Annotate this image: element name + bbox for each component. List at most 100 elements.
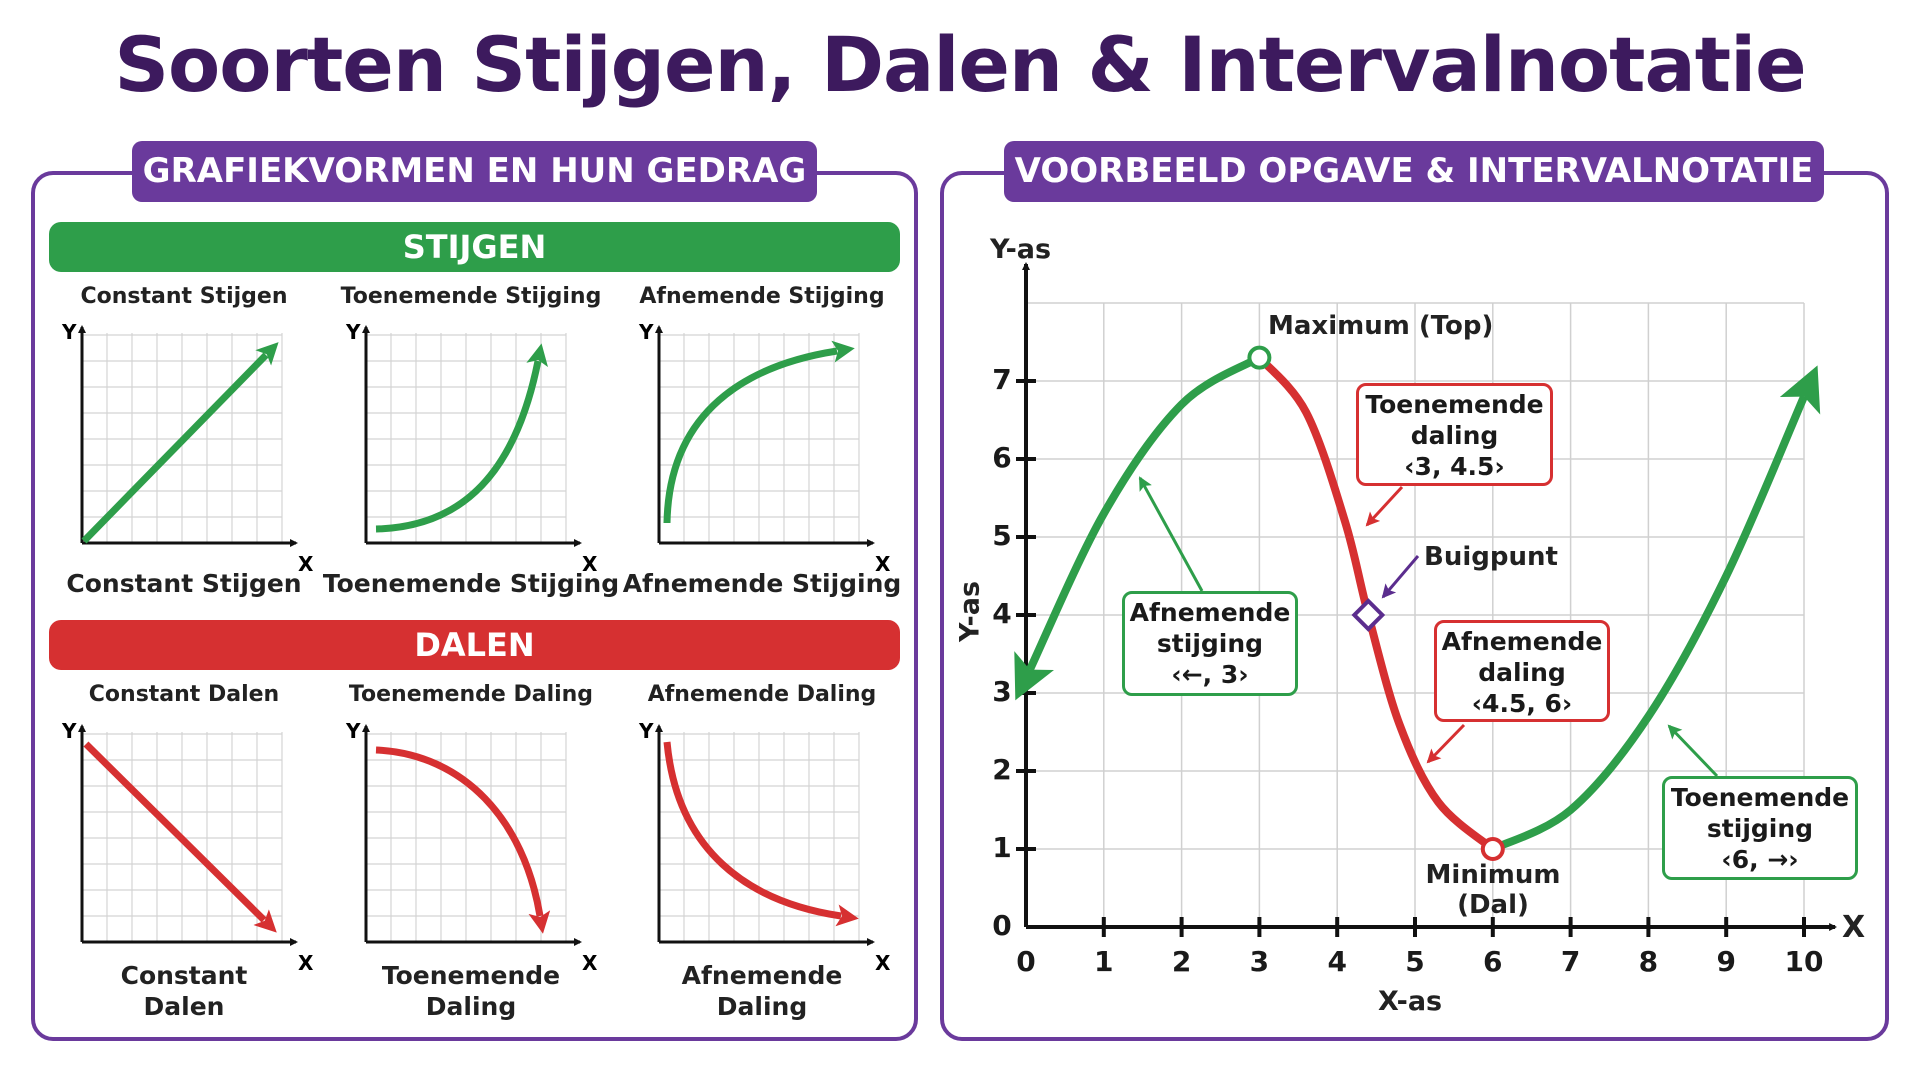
mini-chart-caption: Afnemende Daling (612, 960, 912, 1022)
caption-line: Daling (425, 992, 517, 1021)
caption-line: Dalen (143, 992, 225, 1021)
x-tick-label: 7 (1560, 945, 1581, 978)
interval-notation: ‹3, 4.5› (1404, 452, 1505, 481)
callout-pointer (1138, 476, 1204, 592)
caption-line: Toenemende Stijging (322, 569, 620, 598)
caption-line: Constant Stijgen (66, 569, 302, 598)
left-panel-header: GRAFIEKVORMEN EN HUN GEDRAG (132, 141, 817, 202)
y-tick-label: 6 (992, 441, 1012, 474)
minimum-label: Minimum (Dal) (1413, 860, 1573, 920)
mini-chart-caption: Afnemende Stijging (612, 568, 912, 599)
y-tick-label: 4 (992, 597, 1012, 630)
mini-chart-linear-down: YX (61, 719, 314, 975)
trend-arrow (663, 340, 855, 524)
x-tick-label: 8 (1638, 945, 1659, 978)
callout-toenemende-daling: Toenemende daling ‹3, 4.5› (1356, 383, 1553, 486)
mini-chart-caption: Constant Stijgen (34, 568, 334, 599)
minimum-label-line1: Minimum (1425, 860, 1561, 890)
x-tick-label: 1 (1094, 945, 1114, 978)
curve-increasing-left (1014, 354, 1262, 701)
y-axis-letter: Y (638, 320, 654, 344)
caption-line: Toenemende (381, 961, 561, 990)
mini-chart-title: Toenemende Daling (348, 682, 594, 707)
callout-line: Afnemende (1441, 627, 1603, 656)
callout-line: Afnemende (1129, 598, 1291, 627)
mini-chart-title: Afnemende Stijging (639, 284, 885, 309)
x-arrow-label: X (1842, 910, 1866, 945)
mini-chart-increasing-down: YX (345, 719, 598, 975)
callout-arrows (1138, 476, 1719, 778)
y-axis-letter: Y (61, 320, 77, 344)
callout-afnemende-daling: Afnemende daling ‹4.5, 6› (1434, 620, 1610, 722)
inflection-point (1351, 598, 1386, 632)
y-tick-label: 3 (992, 675, 1012, 708)
trend-arrow (663, 741, 859, 927)
callout-line: stijging (1156, 629, 1264, 658)
mini-chart-title: Afnemende Daling (647, 682, 877, 707)
rising-band: STIJGEN (49, 222, 900, 272)
interval-notation: ‹6, →› (1721, 845, 1799, 874)
interval-notation: ‹←, 3› (1171, 660, 1249, 689)
callout-line: daling (1478, 658, 1566, 687)
x-axis-letter: X (875, 552, 891, 576)
callout-line: daling (1410, 421, 1499, 450)
minimum-label-line2: (Dal) (1457, 890, 1529, 920)
x-axis-letter: X (582, 552, 598, 576)
mini-chart-title: Constant Stijgen (80, 284, 288, 309)
x-axis-label: X-as (1378, 986, 1443, 1017)
maximum-point (1247, 345, 1272, 370)
y-axis-top-label: Y-as (990, 234, 1052, 265)
maximum-label: Maximum (Top) (1268, 311, 1494, 341)
mini-chart-caption: Toenemende Stijging (321, 568, 621, 599)
key-points (1247, 345, 1505, 861)
callout-line: Toenemende (1365, 390, 1544, 419)
mini-chart-linear-up: YX (61, 320, 314, 576)
x-tick-label: 5 (1405, 945, 1425, 978)
trend-arrow (83, 741, 277, 933)
inflection-label: Buigpunt (1424, 542, 1558, 572)
mini-chart-decreasing-down: YX (638, 719, 891, 975)
page-title: Soorten Stijgen, Dalen & Intervalnotatie (114, 20, 1806, 109)
y-axis-letter: Y (61, 719, 77, 743)
y-tick-label: 1 (992, 831, 1012, 864)
callout-pointer (1381, 555, 1420, 599)
x-tick-label: 3 (1249, 945, 1270, 978)
trend-arrow (375, 343, 548, 533)
y-tick-label: 2 (992, 753, 1012, 786)
x-tick-label: 10 (1784, 945, 1824, 978)
mini-chart-caption: Constant Dalen (34, 960, 334, 1022)
x-axis-letter: X (298, 951, 314, 975)
y-tick-label: 7 (992, 363, 1012, 396)
trend-arrow (81, 342, 279, 544)
graph-axes (1016, 262, 1838, 937)
y-axis-side-label: Y-as (954, 580, 986, 643)
mini-chart-caption: Toenemende Daling (321, 960, 621, 1022)
y-tick-label: 5 (992, 519, 1012, 552)
x-tick-label: 4 (1327, 945, 1347, 978)
callout-pointer (1667, 724, 1719, 778)
callout-line: Toenemende (1670, 783, 1850, 812)
x-axis-letter: X (582, 951, 598, 975)
interval-notation: ‹4.5, 6› (1471, 689, 1573, 718)
y-axis-letter: Y (345, 320, 361, 344)
caption-line: Daling (716, 992, 808, 1021)
trend-arrow (375, 746, 551, 934)
caption-line: Constant (120, 961, 248, 990)
callout-afnemende-stijging: Afnemende stijging ‹←, 3› (1122, 591, 1298, 696)
x-axis-letter: X (875, 951, 891, 975)
y-axis-letter: Y (345, 719, 361, 743)
x-tick-label: 0 (1016, 945, 1036, 978)
callout-toenemende-stijging: Toenemende stijging ‹6, →› (1662, 776, 1858, 880)
mini-chart-title: Toenemende Stijging (340, 284, 602, 309)
mini-chart-title: Constant Dalen (88, 682, 280, 707)
x-tick-label: 9 (1716, 945, 1736, 978)
y-axis-letter: Y (638, 719, 654, 743)
y-tick-label: 0 (992, 909, 1012, 942)
minimum-point (1480, 837, 1505, 861)
falling-band: DALEN (49, 620, 900, 670)
curve-increasing-right (1491, 365, 1821, 853)
x-tick-label: 6 (1483, 945, 1503, 978)
x-tick-label: 2 (1171, 945, 1192, 978)
mini-chart-decreasing-up: YX (638, 320, 891, 576)
